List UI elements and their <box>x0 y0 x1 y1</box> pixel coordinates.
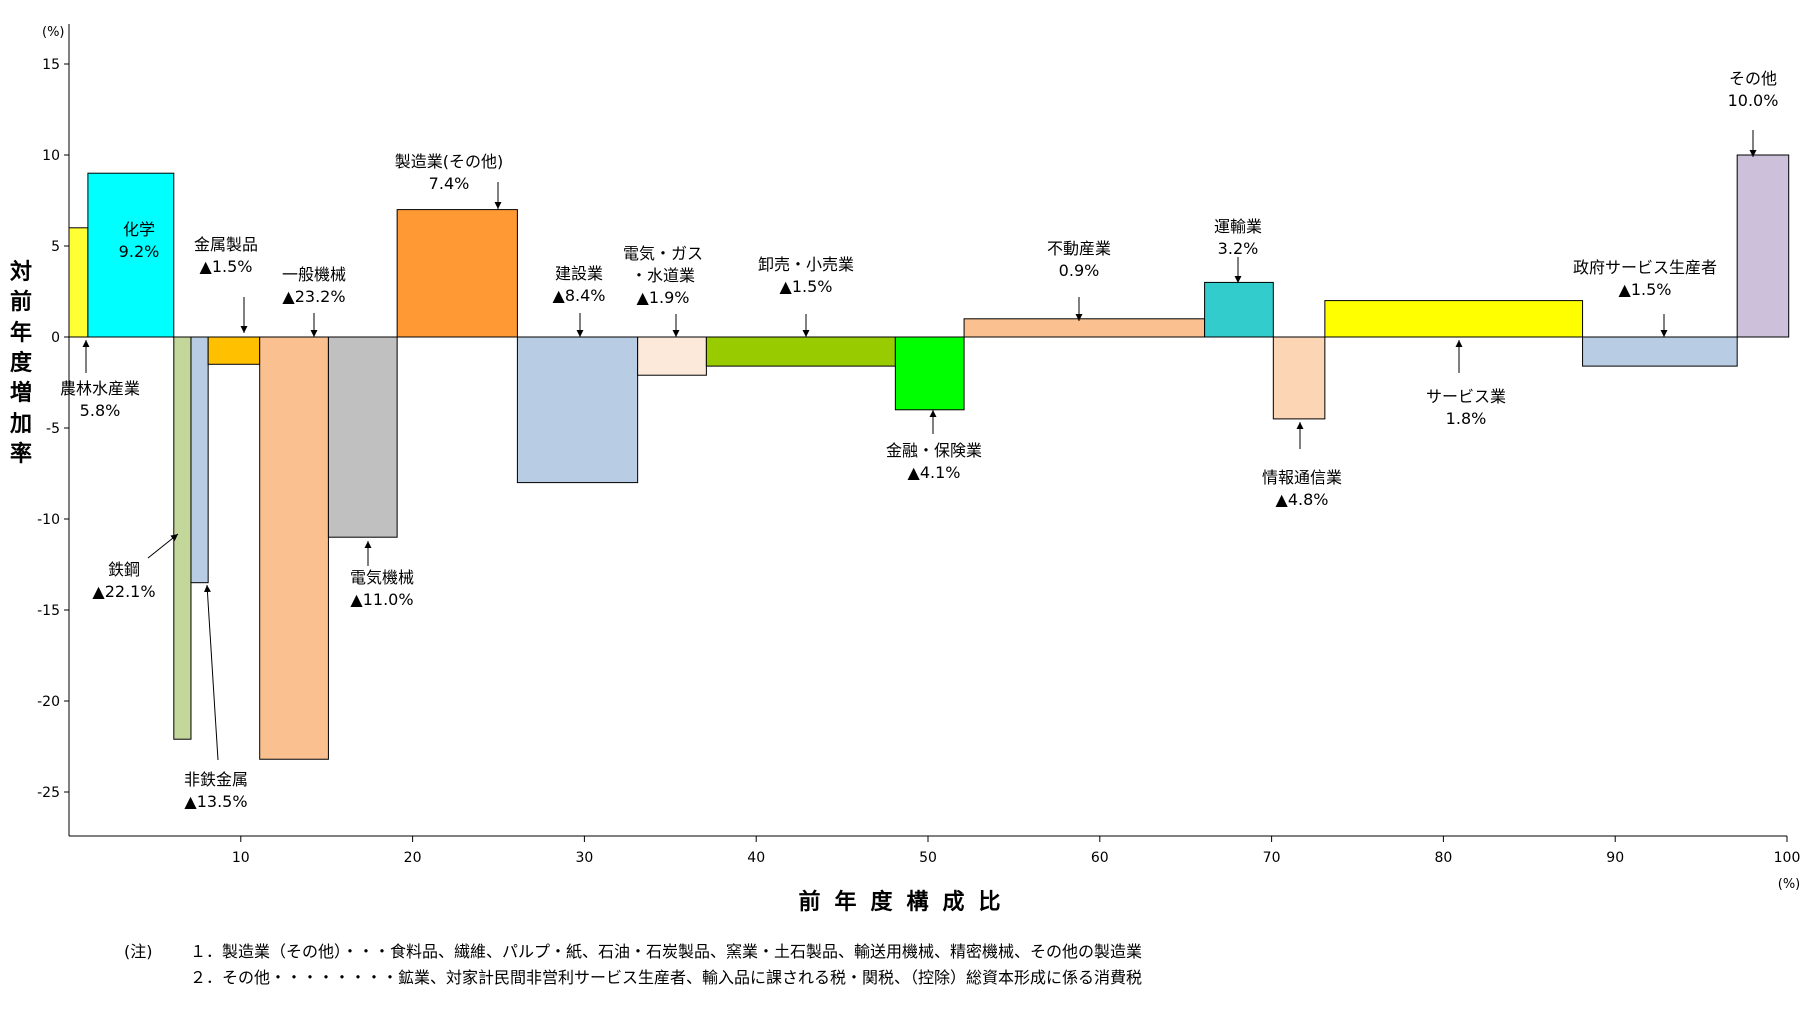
bar-4 <box>207 336 261 365</box>
bar-value-label: ▲1.5% <box>200 257 253 276</box>
x-tick-label: 40 <box>747 850 765 866</box>
x-tick-label: 90 <box>1606 850 1624 866</box>
notes-heading: (注) <box>124 942 153 961</box>
bar-15 <box>1324 300 1584 338</box>
callout-arrow <box>203 584 219 761</box>
bar-value-label: ▲1.5% <box>1619 280 1672 299</box>
y-tick-label: 15 <box>42 57 60 73</box>
bar-name-label: その他 <box>1729 69 1777 88</box>
bar-13 <box>1204 281 1274 338</box>
bar-value-label: ▲4.8% <box>1276 490 1329 509</box>
bar-6 <box>327 336 398 538</box>
bar-value-label: ▲11.0% <box>350 590 413 609</box>
bar-name-label: 金属製品 <box>194 235 258 254</box>
x-axis-title: 前年度構成比 <box>798 890 1015 915</box>
x-tick-label: 50 <box>919 850 937 866</box>
bar-17 <box>1736 154 1790 338</box>
bar-value-label: 0.9% <box>1059 261 1100 280</box>
bar-10 <box>705 336 896 367</box>
bar-9 <box>637 336 707 376</box>
bar-value-label: ▲13.5% <box>184 792 247 811</box>
note-line-2: ２．その他・・・・・・・・鉱業、対家計民間非営利サービス生産者、輸入品に課される… <box>190 968 1143 987</box>
x-tick-label: 80 <box>1434 850 1452 866</box>
bar-value-label: 1.8% <box>1446 409 1487 428</box>
x-unit-label: (%) <box>1778 877 1801 892</box>
bar-name-label: 一般機械 <box>282 265 346 284</box>
bar-value-label: 7.4% <box>429 174 470 193</box>
bar-value-label: 10.0% <box>1728 91 1779 110</box>
x-tick-label: 20 <box>404 850 422 866</box>
bar-name-label: 製造業(その他) <box>395 152 504 171</box>
bar-0 <box>68 227 89 338</box>
y-tick-label: -5 <box>46 421 60 437</box>
bar-value-label: ▲8.4% <box>553 286 606 305</box>
bar-name-label: ・水道業 <box>631 266 695 285</box>
bar-name-label: 農林水産業 <box>60 379 140 398</box>
bar-1 <box>87 172 175 338</box>
bar-12 <box>963 318 1206 338</box>
note-line-1: １．製造業（その他）・・・食料品、繊維、パルプ・紙、石油・石炭製品、窯業・土石製… <box>190 942 1143 961</box>
y-tick-label: 10 <box>42 148 60 164</box>
y-unit-label: (%) <box>42 25 65 40</box>
x-tick-label: 60 <box>1091 850 1109 866</box>
bar-name-label: 化学 <box>123 220 155 239</box>
bar-name-label: 卸売・小売業 <box>758 255 854 274</box>
bar-name-label: 情報通信業 <box>1262 468 1342 487</box>
bar-value-label: ▲4.1% <box>908 463 961 482</box>
bar-11 <box>894 336 965 411</box>
bar-8 <box>516 336 639 484</box>
y-tick-label: -25 <box>37 785 60 801</box>
y-tick-label: 0 <box>51 330 60 346</box>
bar-14 <box>1272 336 1326 420</box>
bar-name-label: 建設業 <box>555 264 603 283</box>
bar-name-label: 電気・ガス <box>623 244 703 263</box>
y-tick-label: -15 <box>37 603 60 619</box>
bar-value-label: ▲22.1% <box>92 582 155 601</box>
bar-name-label: サービス業 <box>1426 387 1506 406</box>
callout-arrow <box>147 533 179 559</box>
bar-7 <box>396 209 518 338</box>
bar-value-label: ▲1.9% <box>637 288 690 307</box>
x-tick-label: 70 <box>1263 850 1281 866</box>
bar-name-label: 運輸業 <box>1214 217 1262 236</box>
bar-name-label: 政府サービス生産者 <box>1573 258 1717 277</box>
bar-5 <box>259 336 329 760</box>
bar-2 <box>173 336 192 740</box>
y-tick-label: 5 <box>51 239 60 255</box>
bar-value-label: 9.2% <box>119 242 160 261</box>
bar-value-label: 5.8% <box>80 401 121 420</box>
y-axis-title: 対前年度増加率 <box>9 260 32 468</box>
x-tick-label: 30 <box>575 850 593 866</box>
bar-name-label: 不動産業 <box>1047 239 1111 258</box>
bar-value-label: 3.2% <box>1218 239 1259 258</box>
bar-value-label: ▲23.2% <box>282 287 345 306</box>
bar-16 <box>1582 336 1738 367</box>
y-tick-label: -20 <box>37 694 60 710</box>
bar-name-label: 非鉄金属 <box>184 770 248 789</box>
y-tick-label: -10 <box>37 512 60 528</box>
bar-name-label: 金融・保険業 <box>886 441 982 460</box>
bar-name-label: 電気機械 <box>350 568 414 587</box>
bar-value-label: ▲1.5% <box>780 277 833 296</box>
bar-name-label: 鉄鋼 <box>108 560 140 579</box>
bar-3 <box>190 336 209 584</box>
x-tick-label: 10 <box>232 850 250 866</box>
x-tick-label: 100 <box>1774 850 1801 866</box>
